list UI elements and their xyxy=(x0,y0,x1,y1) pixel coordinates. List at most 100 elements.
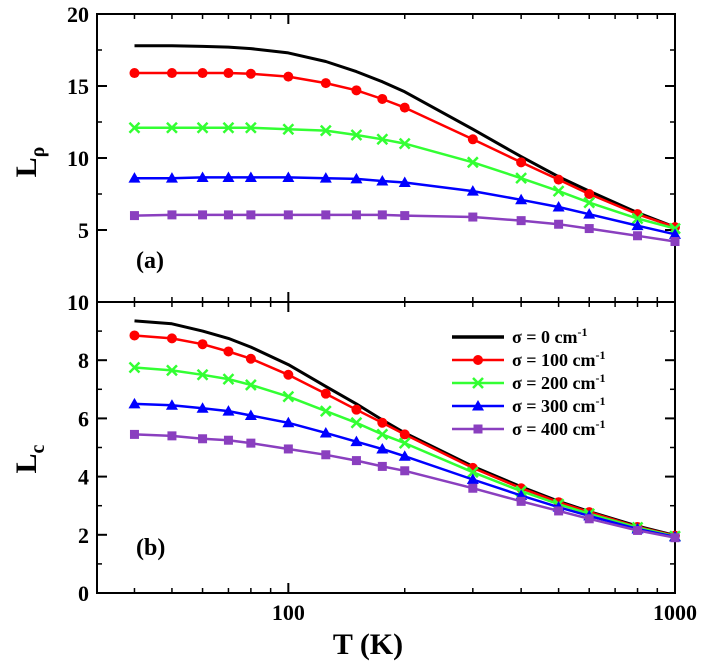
panel-label-b: (b) xyxy=(136,535,165,561)
panel-a: 5 10 15 20 xyxy=(67,2,681,303)
data-point-a-sigma-300 xyxy=(583,208,596,219)
series-a-sigma-400 xyxy=(129,210,680,247)
series-line-b-sigma-100 xyxy=(134,334,676,537)
data-point-a-sigma-300 xyxy=(669,228,681,239)
data-point-a-sigma-100 xyxy=(166,68,177,79)
data-point-a-sigma-100 xyxy=(223,68,234,79)
data-point-a-sigma-200 xyxy=(128,121,141,134)
data-point-a-sigma-200 xyxy=(466,156,479,169)
data-point-a-sigma-100 xyxy=(283,71,294,82)
y-tick-label-b: 0 xyxy=(78,581,89,606)
data-point-a-sigma-400 xyxy=(516,216,526,226)
plot-frame-a xyxy=(96,13,676,303)
data-point-a-sigma-400 xyxy=(554,219,564,229)
y-axis-label-a: Lρ xyxy=(10,147,49,178)
data-point-b-sigma-100 xyxy=(223,346,234,357)
data-point-a-sigma-300 xyxy=(552,200,565,212)
data-point-b-sigma-200 xyxy=(350,416,363,429)
data-point-b-sigma-300 xyxy=(282,416,295,428)
series-line-a-sigma-0 xyxy=(134,44,676,229)
legend-label-sigma-0: σ = 0 cm-1 xyxy=(512,325,588,347)
data-point-a-sigma-400 xyxy=(246,210,256,220)
data-point-b-sigma-100 xyxy=(129,330,140,341)
y-tick-label-a: 15 xyxy=(67,74,89,99)
data-point-b-sigma-300 xyxy=(222,405,235,416)
data-point-b-sigma-200 xyxy=(319,405,332,418)
data-point-b-sigma-100 xyxy=(399,429,410,440)
data-point-a-sigma-200 xyxy=(222,121,235,134)
data-point-a-sigma-400 xyxy=(321,210,331,220)
y-tick-label-b: 10 xyxy=(67,290,89,315)
data-point-a-sigma-100 xyxy=(377,93,388,104)
legend-label-sigma-100: σ = 100 cm-1 xyxy=(512,348,606,370)
data-point-a-sigma-300 xyxy=(376,175,389,186)
data-point-a-sigma-200 xyxy=(282,123,295,136)
data-point-a-sigma-400 xyxy=(584,224,594,234)
data-point-a-sigma-100 xyxy=(553,174,564,185)
data-point-b-sigma-400 xyxy=(670,533,680,543)
data-point-b-sigma-200 xyxy=(244,379,257,391)
y-tick-label-a: 10 xyxy=(67,146,89,171)
series-line-a-sigma-400 xyxy=(134,213,676,243)
data-point-a-sigma-300 xyxy=(282,171,295,182)
data-point-b-sigma-200 xyxy=(196,368,209,381)
data-point-b-sigma-300 xyxy=(128,397,141,409)
data-point-a-sigma-300 xyxy=(350,172,363,184)
y-tick-label-b: 8 xyxy=(78,348,89,373)
y-axis-label-b: Lc xyxy=(10,444,49,473)
data-point-b-sigma-100 xyxy=(166,333,177,344)
data-point-b-sigma-200 xyxy=(222,373,235,385)
data-point-a-sigma-300 xyxy=(631,219,644,231)
series-line-a-sigma-200 xyxy=(134,126,676,230)
data-point-a-sigma-200 xyxy=(376,133,389,146)
data-point-a-sigma-100 xyxy=(399,102,410,113)
series-a-sigma-200 xyxy=(128,121,681,235)
data-point-a-sigma-100 xyxy=(351,85,362,96)
data-point-a-sigma-100 xyxy=(129,68,140,79)
data-point-b-sigma-400 xyxy=(283,444,293,454)
data-point-b-sigma-400 xyxy=(400,466,410,476)
data-point-a-sigma-200 xyxy=(319,124,332,137)
y-tick-label-a: 5 xyxy=(78,218,89,243)
data-point-a-sigma-100 xyxy=(245,68,256,79)
data-point-a-sigma-400 xyxy=(377,210,387,220)
x-tick-label: 1000 xyxy=(653,600,697,625)
data-point-b-sigma-400 xyxy=(129,429,139,439)
data-point-a-sigma-300 xyxy=(222,171,235,182)
data-point-b-sigma-400 xyxy=(198,434,208,444)
data-point-b-sigma-400 xyxy=(633,525,643,535)
data-point-a-sigma-200 xyxy=(552,185,565,198)
data-point-b-sigma-100 xyxy=(320,388,331,399)
data-point-b-sigma-400 xyxy=(246,438,256,448)
data-point-a-sigma-300 xyxy=(466,185,479,196)
data-point-a-sigma-300 xyxy=(165,172,178,183)
data-point-b-sigma-100 xyxy=(245,353,256,364)
data-point-a-sigma-300 xyxy=(244,171,257,182)
data-point-b-sigma-100 xyxy=(377,417,388,428)
data-point-b-sigma-400 xyxy=(584,514,594,524)
data-point-a-sigma-200 xyxy=(631,212,644,225)
data-point-b-sigma-400 xyxy=(351,456,361,466)
data-point-b-sigma-300 xyxy=(350,435,363,447)
data-point-b-sigma-300 xyxy=(376,442,389,454)
legend-marker-sigma-100 xyxy=(473,355,483,365)
legend: σ = 0 cm-1σ = 100 cm-1σ = 200 cm-1σ = 30… xyxy=(452,325,606,439)
data-point-a-sigma-300 xyxy=(319,172,332,183)
data-point-b-sigma-100 xyxy=(197,339,208,350)
data-point-b-sigma-400 xyxy=(377,461,387,471)
data-point-a-sigma-100 xyxy=(584,189,595,199)
series-a-sigma-100 xyxy=(129,68,680,233)
data-point-a-sigma-400 xyxy=(198,210,208,220)
data-point-a-sigma-300 xyxy=(515,193,528,205)
data-point-a-sigma-300 xyxy=(128,172,141,183)
series-b-sigma-400 xyxy=(129,429,680,543)
data-point-b-sigma-300 xyxy=(196,402,209,413)
data-point-a-sigma-100 xyxy=(516,157,527,168)
data-point-b-sigma-200 xyxy=(166,364,178,377)
data-point-a-sigma-200 xyxy=(398,137,411,150)
panel-label-a: (a) xyxy=(136,248,164,274)
data-point-b-sigma-300 xyxy=(466,473,479,485)
data-point-a-sigma-200 xyxy=(166,121,178,134)
legend-label-sigma-200: σ = 200 cm-1 xyxy=(512,371,606,393)
